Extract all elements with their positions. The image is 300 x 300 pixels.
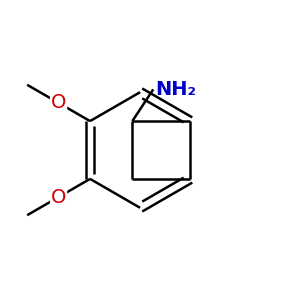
Text: NH₂: NH₂ [155,80,196,99]
Text: O: O [51,188,66,207]
Text: O: O [51,93,66,112]
